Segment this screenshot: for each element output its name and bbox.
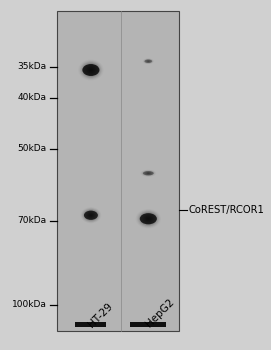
- Text: 35kDa: 35kDa: [18, 62, 47, 71]
- Ellipse shape: [87, 67, 95, 73]
- Ellipse shape: [84, 211, 98, 220]
- Ellipse shape: [89, 214, 93, 217]
- Ellipse shape: [83, 63, 99, 77]
- Ellipse shape: [145, 216, 152, 222]
- Bar: [130, 322, 166, 327]
- Bar: [57, 10, 179, 331]
- Text: HT-29: HT-29: [86, 301, 115, 329]
- Ellipse shape: [89, 69, 92, 71]
- Ellipse shape: [140, 213, 157, 224]
- Ellipse shape: [86, 211, 96, 219]
- Ellipse shape: [143, 171, 154, 175]
- Ellipse shape: [86, 211, 96, 219]
- Ellipse shape: [87, 212, 95, 218]
- Ellipse shape: [88, 213, 94, 218]
- Ellipse shape: [82, 64, 99, 76]
- Ellipse shape: [87, 66, 95, 74]
- Ellipse shape: [148, 173, 149, 174]
- Ellipse shape: [85, 211, 96, 219]
- Ellipse shape: [84, 64, 98, 76]
- Ellipse shape: [146, 217, 151, 221]
- Ellipse shape: [88, 212, 94, 218]
- Ellipse shape: [83, 64, 98, 76]
- Ellipse shape: [88, 213, 93, 217]
- Text: HepG2: HepG2: [144, 297, 176, 329]
- Ellipse shape: [145, 216, 151, 221]
- Text: CoREST/RCOR1: CoREST/RCOR1: [189, 205, 265, 215]
- Ellipse shape: [86, 66, 96, 74]
- Text: 50kDa: 50kDa: [18, 144, 47, 153]
- Ellipse shape: [147, 173, 150, 174]
- Ellipse shape: [90, 69, 92, 71]
- Ellipse shape: [141, 214, 155, 224]
- Ellipse shape: [85, 211, 97, 220]
- Ellipse shape: [147, 218, 150, 220]
- Ellipse shape: [141, 213, 156, 224]
- Ellipse shape: [142, 214, 155, 224]
- Ellipse shape: [90, 214, 92, 216]
- Bar: [75, 322, 107, 327]
- Text: 40kDa: 40kDa: [18, 93, 47, 103]
- Ellipse shape: [146, 217, 150, 220]
- Ellipse shape: [143, 215, 154, 223]
- Ellipse shape: [148, 218, 149, 219]
- Ellipse shape: [144, 215, 153, 222]
- Ellipse shape: [85, 210, 97, 220]
- Ellipse shape: [85, 65, 97, 75]
- Ellipse shape: [144, 216, 153, 222]
- Ellipse shape: [147, 173, 149, 174]
- Ellipse shape: [89, 68, 93, 72]
- Text: 100kDa: 100kDa: [12, 300, 47, 309]
- Ellipse shape: [140, 213, 156, 225]
- Ellipse shape: [89, 214, 93, 217]
- Ellipse shape: [147, 218, 149, 219]
- Ellipse shape: [90, 215, 92, 216]
- Ellipse shape: [143, 214, 154, 223]
- Ellipse shape: [86, 66, 96, 74]
- Ellipse shape: [144, 60, 152, 63]
- Ellipse shape: [85, 65, 97, 75]
- Ellipse shape: [87, 212, 95, 219]
- Ellipse shape: [88, 68, 93, 72]
- Ellipse shape: [88, 68, 94, 72]
- Text: 70kDa: 70kDa: [18, 216, 47, 225]
